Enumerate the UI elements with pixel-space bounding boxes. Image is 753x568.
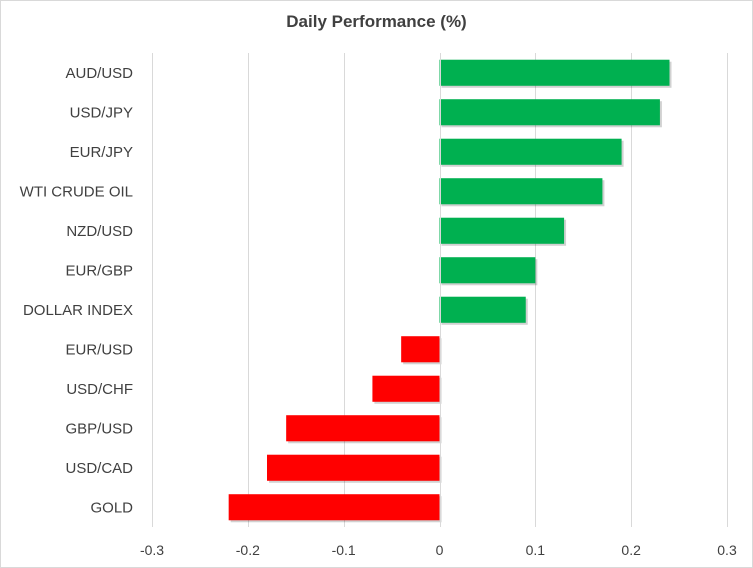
bar-gold	[228, 494, 440, 521]
bar-gbp-usd	[286, 415, 440, 442]
x-tick-label--0.2: -0.2	[236, 542, 260, 558]
bar-eur-jpy	[439, 138, 622, 165]
bar-eur-gbp	[439, 257, 536, 284]
x-tick-label-0: 0	[436, 542, 444, 558]
category-label-usd-chf: USD/CHF	[66, 381, 133, 398]
x-tick-label--0.3: -0.3	[140, 542, 164, 558]
bar-usd-chf	[372, 375, 440, 402]
bar-eur-usd	[401, 336, 440, 363]
x-tick-label-0.2: 0.2	[621, 542, 641, 558]
x-tick-label-0.1: 0.1	[526, 542, 546, 558]
category-label-nzd-usd: NZD/USD	[66, 223, 133, 240]
bar-usd-jpy	[439, 99, 660, 126]
bar-layer	[228, 59, 672, 523]
category-label-eur-usd: EUR/USD	[65, 341, 133, 358]
category-label-eur-gbp: EUR/GBP	[65, 262, 133, 279]
category-label-dollar-index: DOLLAR INDEX	[23, 302, 133, 319]
bar-wti-crude-oil	[439, 178, 603, 205]
category-label-gbp-usd: GBP/USD	[65, 420, 133, 437]
x-tick-label-0.3: 0.3	[717, 542, 737, 558]
category-label-wti-crude-oil: WTI CRUDE OIL	[20, 183, 133, 200]
tick-labels: -0.3 -0.2 -0.1 0 0.1 0.2 0.3	[140, 542, 737, 558]
bar-dollar-index	[439, 296, 526, 323]
category-label-usd-jpy: USD/JPY	[70, 104, 133, 121]
bar-aud-usd	[439, 59, 670, 86]
category-label-usd-cad: USD/CAD	[65, 460, 133, 477]
bar-nzd-usd	[439, 217, 565, 244]
chart-title: Daily Performance (%)	[286, 12, 467, 31]
x-tick-label--0.1: -0.1	[332, 542, 356, 558]
category-label-aud-usd: AUD/USD	[65, 65, 133, 82]
category-labels: AUD/USD USD/JPY EUR/JPY WTI CRUDE OIL NZD/US…	[20, 65, 134, 517]
grid-layer	[152, 53, 728, 527]
bar-usd-cad	[267, 454, 440, 481]
category-label-eur-jpy: EUR/JPY	[70, 144, 133, 161]
category-label-gold: GOLD	[90, 499, 133, 516]
